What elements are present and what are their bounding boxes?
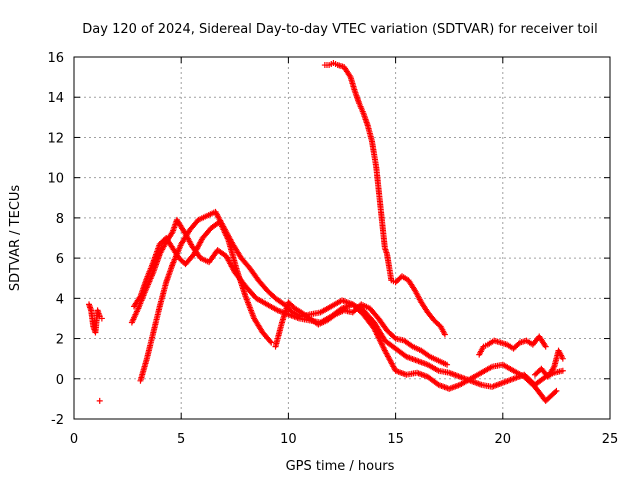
data-point (553, 387, 560, 394)
x-tick-label: 20 (495, 432, 512, 447)
y-tick-label: 2 (56, 333, 64, 348)
plot-frame (73, 56, 611, 420)
y-tick-label: 0 (56, 373, 64, 388)
y-tick-label: 8 (56, 212, 64, 227)
y-tick-label: 4 (56, 292, 64, 307)
x-tick-label: 0 (70, 432, 78, 447)
chart-title: Day 120 of 2024, Sidereal Day-to-day VTE… (82, 22, 597, 37)
data-point (559, 367, 566, 374)
x-tick-label: 5 (177, 432, 185, 447)
x-axis-label: GPS time / hours (286, 459, 395, 474)
y-tick-label: 16 (47, 51, 64, 66)
data-point (559, 355, 566, 362)
y-tick-label: 12 (47, 131, 64, 146)
y-tick-label: 6 (56, 252, 64, 267)
track-marker (267, 338, 274, 345)
data-points (86, 60, 566, 404)
grid (74, 57, 610, 419)
y-tick-label: 14 (47, 91, 64, 106)
data-point (268, 339, 275, 346)
y-axis-label: SDTVAR / TECUs (8, 185, 23, 292)
x-tick-label: 25 (602, 432, 619, 447)
x-tick-label: 10 (280, 432, 297, 447)
y-tick-label: 10 (47, 172, 64, 187)
y-tick-label: -2 (51, 413, 64, 428)
x-tick-label: 15 (387, 432, 404, 447)
data-point (96, 397, 103, 404)
data-point (441, 331, 448, 338)
data-point (444, 361, 451, 368)
axis-ticks: 0 5 10 15 20 25 -2 0 2 4 6 8 10 12 14 16 (47, 51, 618, 447)
data-point (98, 315, 105, 322)
track-marker (552, 388, 559, 395)
data-point (542, 343, 549, 350)
